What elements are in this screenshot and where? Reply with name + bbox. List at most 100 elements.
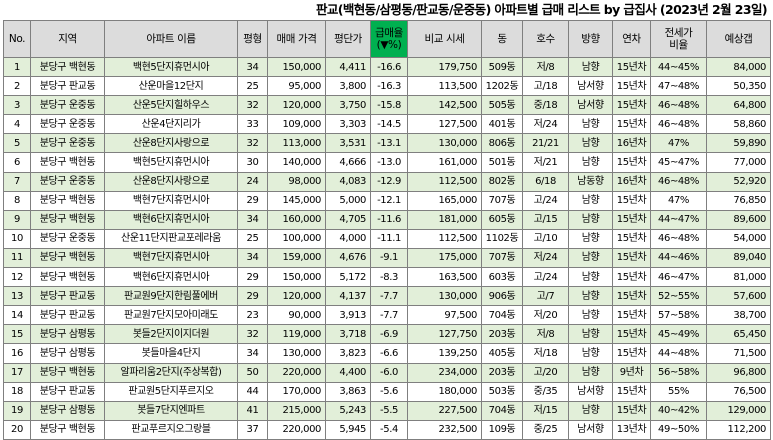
cell-compare-price: 163,500 xyxy=(407,267,482,288)
cell-region: 분당구 백현동 xyxy=(30,190,105,211)
cell-discount: -11.6 xyxy=(370,209,408,230)
cell-apt-name: 봇들2단지이지더원 xyxy=(104,324,238,345)
cell-pyeong: 25 xyxy=(237,228,268,249)
cell-age: 15년차 xyxy=(612,114,651,135)
table-row[interactable]: 16 분당구 삼평동 봇들마을4단지 34 130,000 3,823 -6.6 139,25… xyxy=(3,343,771,364)
cell-gap: 64,800 xyxy=(706,95,771,116)
cell-apt-name: 산운8단지사랑으로 xyxy=(104,133,238,154)
apartment-table: No. 지역 아파트 이름 평형 매매 가격 평단가 급매율 (▼%) 비교 시세 동 호수 방향 연… xyxy=(3,20,771,440)
table-row[interactable]: 9 분당구 백현동 백현6단지휴먼시아 34 160,000 4,705 -11.6 181,… xyxy=(3,209,771,230)
cell-age: 9년차 xyxy=(612,362,651,383)
cell-price-per-pyeong: 3,800 xyxy=(325,76,371,97)
cell-age: 15년차 xyxy=(612,286,651,307)
table-body: 1 분당구 백현동 백현5단지휴먼시아 34 150,000 4,411 -16.6 179,… xyxy=(3,56,771,440)
cell-gap: 57,600 xyxy=(706,286,771,307)
cell-discount: -5.4 xyxy=(370,419,408,440)
cell-no: 18 xyxy=(3,381,31,402)
cell-discount: -9.1 xyxy=(370,247,408,269)
cell-discount: -7.7 xyxy=(370,305,408,326)
table-row[interactable]: 18 분당구 판교동 판교원5단지푸르지오 44 170,000 3,863 -5.6 180… xyxy=(3,381,771,402)
cell-jeonse-ratio: 47~48% xyxy=(650,76,707,97)
cell-price-per-pyeong: 3,823 xyxy=(325,343,371,364)
table-row[interactable]: 8 분당구 백현동 백현7단지휴먼시아 29 145,000 5,000 -12.1 165,… xyxy=(3,190,771,211)
cell-unit: 고/7 xyxy=(522,286,569,307)
cell-price-per-pyeong: 3,863 xyxy=(325,381,371,402)
cell-age: 15년차 xyxy=(612,267,651,288)
cell-discount: -12.9 xyxy=(370,171,408,192)
cell-compare-price: 112,500 xyxy=(407,171,482,192)
table-row[interactable]: 5 분당구 운중동 산운8단지사랑으로 32 113,000 3,531 -13.1 130,… xyxy=(3,133,771,154)
cell-price-per-pyeong: 3,718 xyxy=(325,324,371,345)
cell-jeonse-ratio: 47% xyxy=(650,133,707,154)
cell-age: 15년차 xyxy=(612,76,651,97)
cell-unit: 저/21 xyxy=(522,152,569,173)
table-row[interactable]: 1 분당구 백현동 백현5단지휴먼시아 34 150,000 4,411 -16.6 179,… xyxy=(3,56,771,78)
cell-direction: 남향 xyxy=(568,228,613,249)
cell-pyeong: 34 xyxy=(237,56,268,78)
cell-unit: 저/15 xyxy=(522,400,569,421)
cell-pyeong: 29 xyxy=(237,190,268,211)
cell-no: 11 xyxy=(3,247,31,269)
table-row[interactable]: 15 분당구 삼평동 봇들2단지이지더원 32 119,000 3,718 -6.9 127,… xyxy=(3,324,771,345)
cell-age: 15년차 xyxy=(612,381,651,402)
cell-direction: 남향 xyxy=(568,114,613,135)
table-row[interactable]: 13 분당구 판교동 판교원9단지한림풀에버 29 120,000 4,137 -7.7 13… xyxy=(3,286,771,307)
cell-price-per-pyeong: 4,137 xyxy=(325,286,371,307)
cell-pyeong: 23 xyxy=(237,305,268,326)
cell-apt-name: 판교푸르지오그랑블 xyxy=(104,419,238,440)
col-price-header: 매매 가격 xyxy=(267,20,326,58)
col-price-per-pyeong-header: 평단가 xyxy=(325,20,371,58)
cell-price: 220,000 xyxy=(267,419,326,440)
col-jeonse-ratio-header: 전세가 비율 xyxy=(650,20,707,58)
cell-gap: 38,700 xyxy=(706,305,771,326)
cell-no: 7 xyxy=(3,171,31,192)
cell-jeonse-ratio: 45~47% xyxy=(650,152,707,173)
cell-no: 10 xyxy=(3,228,31,249)
cell-no: 5 xyxy=(3,133,31,154)
cell-jeonse-ratio: 44~46% xyxy=(650,247,707,269)
table-row[interactable]: 10 분당구 운중동 산운11단지판교포레라움 25 100,000 4,000 -11.1… xyxy=(3,228,771,249)
cell-pyeong: 32 xyxy=(237,95,268,116)
cell-price: 140,000 xyxy=(267,152,326,173)
cell-gap: 65,450 xyxy=(706,324,771,345)
cell-gap: 71,500 xyxy=(706,343,771,364)
table-row[interactable]: 7 분당구 운중동 산운8단지사랑으로 24 98,000 4,083 -12.9 112,5… xyxy=(3,171,771,192)
cell-compare-price: 142,500 xyxy=(407,95,482,116)
cell-compare-price: 165,000 xyxy=(407,190,482,211)
cell-price: 98,000 xyxy=(267,171,326,192)
cell-gap: 89,600 xyxy=(706,209,771,230)
table-row[interactable]: 6 분당구 백현동 백현5단지휴먼시아 30 140,000 4,666 -13.0 161,… xyxy=(3,152,771,173)
cell-direction: 남향 xyxy=(568,56,613,78)
cell-unit: 저/20 xyxy=(522,305,569,326)
cell-unit: 중/35 xyxy=(522,381,569,402)
table-row[interactable]: 17 분당구 백현동 알파리움2단지(주상복합) 50 220,000 4,400 -6.0… xyxy=(3,362,771,383)
cell-age: 15년차 xyxy=(612,228,651,249)
table-row[interactable]: 3 분당구 운중동 산운5단지힐하우스 32 120,000 3,750 -15.8 142,… xyxy=(3,95,771,116)
cell-no: 13 xyxy=(3,286,31,307)
cell-age: 15년차 xyxy=(612,152,651,173)
cell-apt-name: 백현6단지휴먼시아 xyxy=(104,267,238,288)
cell-building: 802동 xyxy=(481,171,523,192)
cell-building: 109동 xyxy=(481,419,523,440)
cell-jeonse-ratio: 40~42% xyxy=(650,400,707,421)
table-row[interactable]: 4 분당구 운중동 산운4단지리가 33 109,000 3,303 -14.5 127,50… xyxy=(3,114,771,135)
cell-building: 605동 xyxy=(481,209,523,230)
table-row[interactable]: 11 분당구 백현동 백현7단지휴먼시아 34 159,000 4,676 -9.1 175,… xyxy=(3,247,771,269)
cell-jeonse-ratio: 44~47% xyxy=(650,209,707,230)
cell-price-per-pyeong: 4,676 xyxy=(325,247,371,269)
cell-gap: 96,800 xyxy=(706,362,771,383)
cell-age: 16년차 xyxy=(612,171,651,192)
cell-jeonse-ratio: 57~58% xyxy=(650,305,707,326)
table-row[interactable]: 20 분당구 백현동 판교푸르지오그랑블 37 220,000 5,945 -5.4 232,… xyxy=(3,419,771,440)
cell-region: 분당구 운중동 xyxy=(30,133,105,154)
table-row[interactable]: 12 분당구 백현동 백현6단지휴먼시아 29 150,000 5,172 -8.3 163,… xyxy=(3,267,771,288)
table-row[interactable]: 2 분당구 판교동 산운마을12단지 25 95,000 3,800 -16.3 113,50… xyxy=(3,76,771,97)
cell-compare-price: 127,500 xyxy=(407,114,482,135)
cell-discount: -16.3 xyxy=(370,76,408,97)
cell-no: 8 xyxy=(3,190,31,211)
cell-building: 704동 xyxy=(481,400,523,421)
table-row[interactable]: 19 분당구 삼평동 봇들7단지엔파트 41 215,000 5,243 -5.5 227,5… xyxy=(3,400,771,421)
cell-discount: -16.6 xyxy=(370,56,408,78)
cell-discount: -13.0 xyxy=(370,152,408,173)
table-row[interactable]: 14 분당구 판교동 판교원7단지모아미래도 23 90,000 3,913 -7.7 97,… xyxy=(3,305,771,326)
